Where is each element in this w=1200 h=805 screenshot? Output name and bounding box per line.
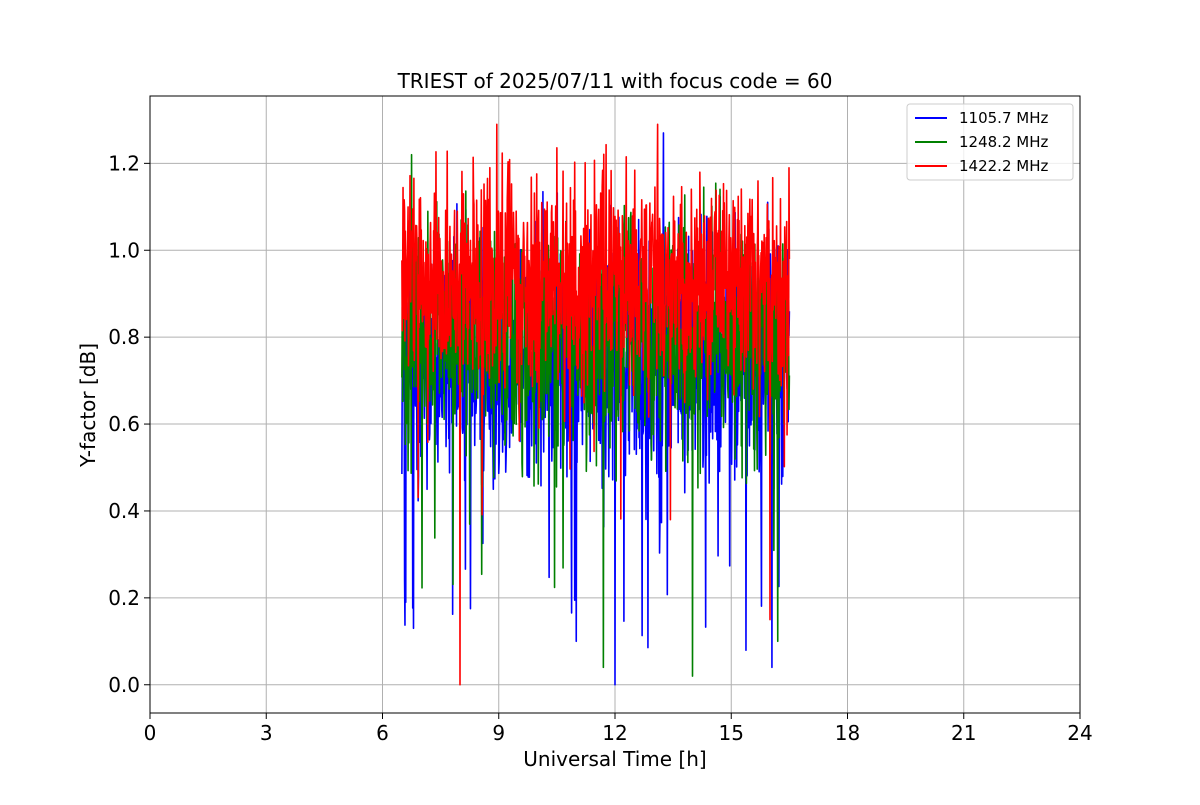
x-tick-label: 12: [602, 721, 627, 745]
axis-ticks: 0 3 6 9 12 15 18 21 24 0.0 0.2 0.4 0.6 0.8 1.0 1.2: [108, 151, 1093, 745]
legend-label: 1248.2 MHz: [959, 133, 1048, 151]
x-tick-label: 3: [260, 721, 273, 745]
x-tick-label: 6: [376, 721, 389, 745]
y-tick-label: 0.4: [108, 499, 140, 523]
x-tick-label: 0: [144, 721, 157, 745]
x-tick-label: 21: [951, 721, 976, 745]
x-tick-label: 24: [1067, 721, 1092, 745]
x-tick-label: 9: [492, 721, 505, 745]
y-tick-label: 0.0: [108, 673, 140, 697]
y-tick-label: 0.6: [108, 412, 140, 436]
chart-title: TRIEST of 2025/07/11 with focus code = 6…: [397, 69, 833, 93]
series-line-3: [401, 123, 791, 686]
x-tick-label: 15: [719, 721, 744, 745]
y-tick-label: 0.2: [108, 586, 140, 610]
y-tick-label: 0.8: [108, 325, 140, 349]
y-axis-label: Y-factor [dB]: [76, 343, 100, 468]
x-tick-label: 18: [835, 721, 860, 745]
legend-label: 1105.7 MHz: [959, 109, 1048, 127]
plot-series: [401, 123, 791, 686]
y-tick-label: 1.0: [108, 238, 140, 262]
x-axis-label: Universal Time [h]: [523, 747, 706, 771]
legend-box: [906, 103, 1074, 181]
legend: 1105.7 MHz 1248.2 MHz 1422.2 MHz: [906, 103, 1074, 181]
legend-label: 1422.2 MHz: [959, 157, 1048, 175]
y-tick-label: 1.2: [108, 151, 140, 175]
series-line-2: [401, 153, 791, 677]
